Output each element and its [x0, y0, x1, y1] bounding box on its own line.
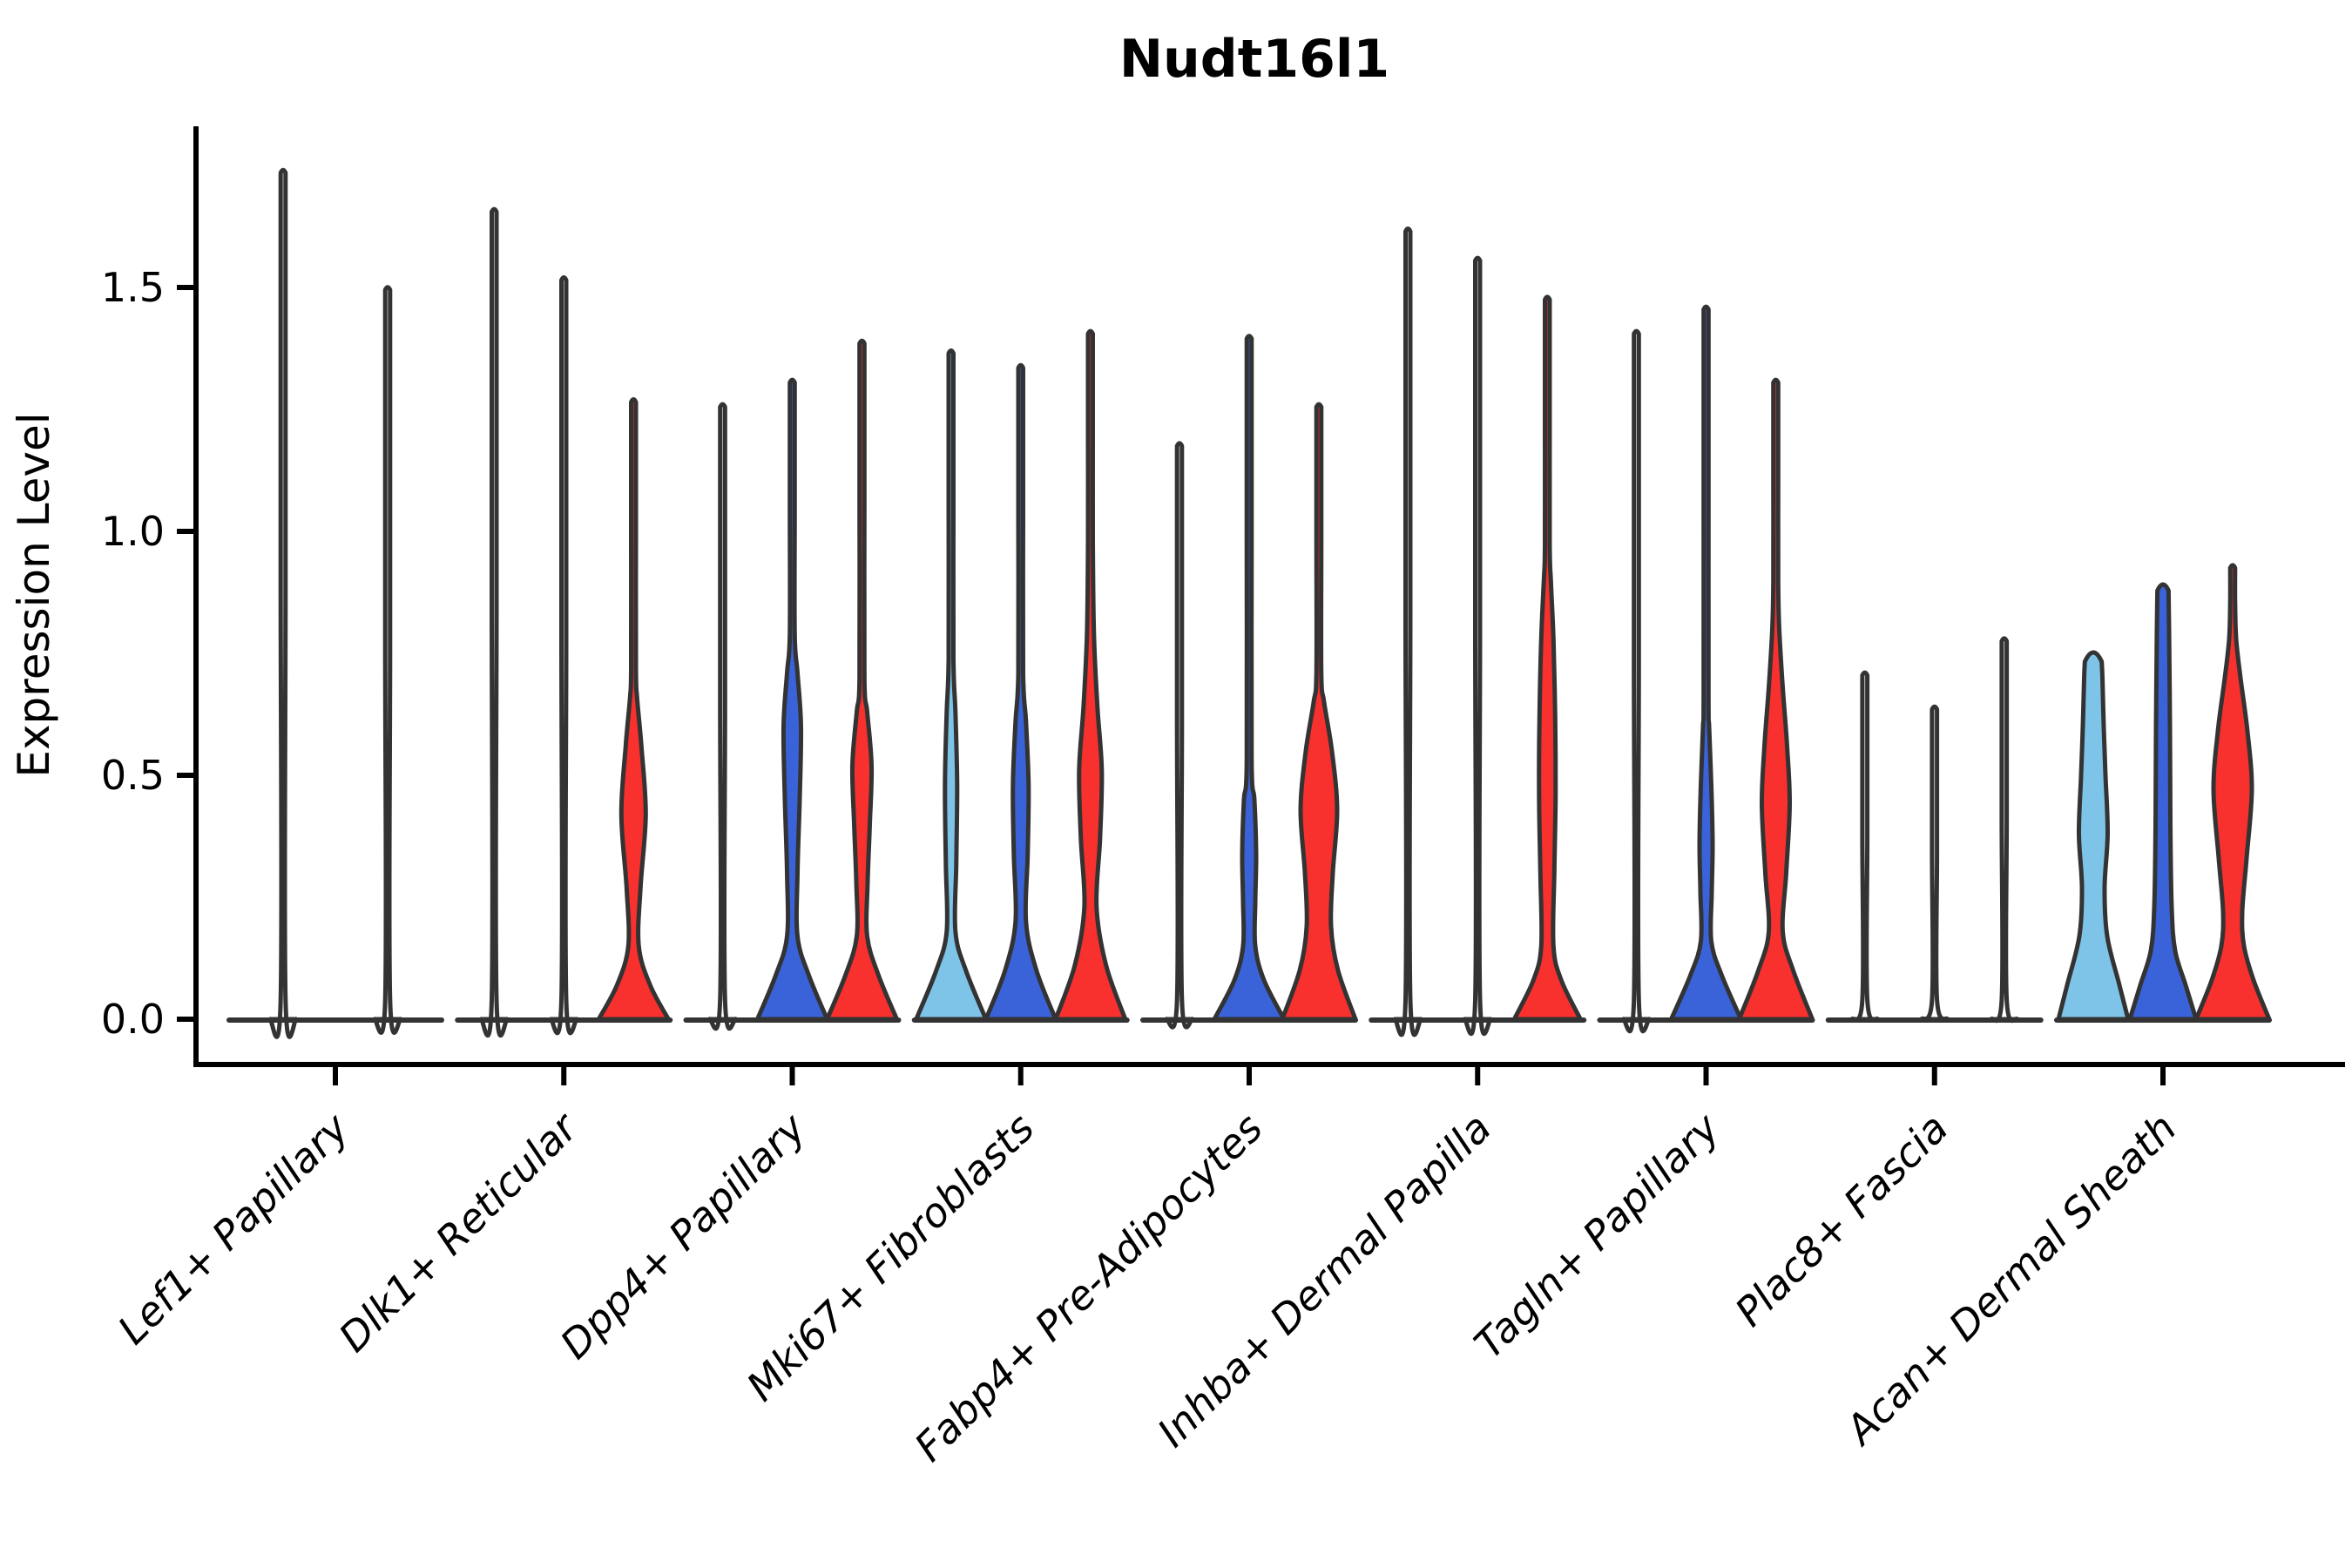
x-tick-label: Dlk1+ Reticular: [329, 1102, 588, 1361]
violin-3-2-red: [1053, 328, 1128, 1022]
violin-5-2-red: [1511, 294, 1583, 1022]
violin-7-1-stem: [1919, 704, 1950, 1022]
violin-1-2-red: [596, 397, 671, 1022]
violins-layer: [267, 167, 2272, 1039]
y-tick-label: 0.0: [101, 996, 165, 1043]
violin-8-2-red: [2193, 563, 2272, 1022]
violin-4-2-red: [1280, 402, 1358, 1022]
violin-6-0-stem: [1621, 328, 1652, 1034]
violin-4-1-blue: [1212, 334, 1287, 1022]
violin-5-1-stem: [1462, 255, 1493, 1037]
violin-5-0-stem: [1392, 226, 1423, 1037]
plot-title: Nudt16l1: [1119, 29, 1389, 90]
violin-8-0-light_blue: [2056, 650, 2131, 1022]
violin-6-1-blue: [1669, 304, 1743, 1022]
violin-2-0-stem: [707, 402, 738, 1031]
y-tick-label: 1.0: [101, 508, 165, 555]
violin-2-2-red: [825, 338, 899, 1022]
x-tick-label: Lef1+ Papillary: [109, 1104, 358, 1353]
x-tick-label: Dpp4+ Papillary: [551, 1104, 815, 1368]
violin-0-1-stem: [372, 285, 403, 1035]
violin-1-0-stem: [478, 206, 510, 1038]
violin-1-1-stem: [548, 275, 579, 1036]
x-tick-label: Plac8+ Fascia: [1726, 1105, 1957, 1335]
violin-0-0-stem: [267, 167, 299, 1039]
axis-spines: [193, 126, 2345, 1067]
y-axis-label: Expression Level: [9, 412, 59, 777]
violin-8-1-blue: [2127, 582, 2199, 1022]
violin-7-0-stem: [1849, 670, 1881, 1023]
violin-6-2-red: [1737, 377, 1815, 1022]
violin-7-2-stem: [1989, 636, 2020, 1024]
violin-4-0-stem: [1164, 441, 1195, 1030]
violin-3-0-light_blue: [914, 348, 989, 1022]
violin-2-1-blue: [755, 377, 829, 1022]
x-tick-label: Tagln+ Papillary: [1465, 1104, 1729, 1368]
violin-3-1-blue: [983, 362, 1058, 1022]
y-tick-label: 1.5: [101, 264, 165, 311]
y-tick-label: 0.5: [101, 752, 165, 799]
